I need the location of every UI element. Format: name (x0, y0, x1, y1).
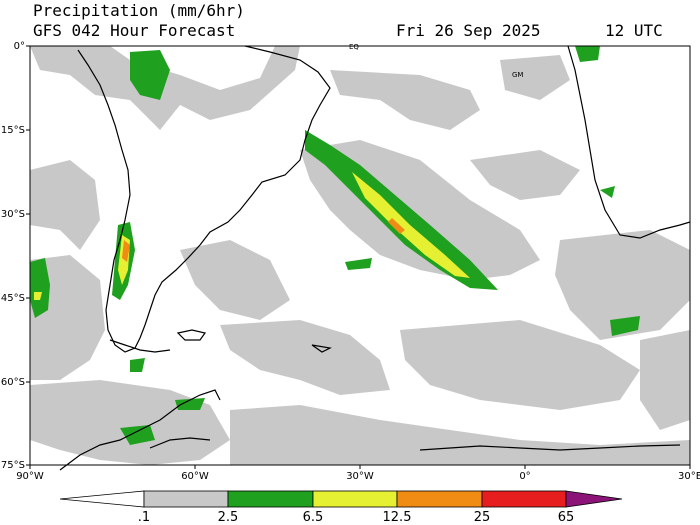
map-title: Precipitation (mm/6hr) (33, 1, 245, 20)
very-heavy-precip-areas (122, 218, 405, 262)
colorbar-tick-0: .1 (138, 510, 150, 525)
valid-date: Fri 26 Sep 2025 (396, 21, 541, 40)
south-georgia-coastline (311, 344, 332, 353)
lat-label-45s: 45°S (1, 293, 25, 304)
south-america-coastline (77, 45, 331, 353)
colorbar-segment-3 (312, 490, 398, 508)
colorbar (59, 490, 623, 508)
lon-label-60w: 60°W (181, 471, 209, 482)
lon-label-30w: 30°W (346, 471, 374, 482)
latitude-axis (26, 45, 30, 466)
lat-label-60s: 60°S (1, 377, 25, 388)
equator-marker: EQ (349, 43, 359, 51)
lon-label-90w: 90°W (16, 471, 44, 482)
colorbar-tick-2: 6.5 (303, 510, 324, 525)
colorbar-tick-5: 65 (558, 510, 575, 525)
lon-label-30e: 30°E (678, 471, 700, 482)
colorbar-segment-2 (227, 490, 314, 508)
colorbar-segment-6 (565, 490, 623, 508)
colorbar-segment-0 (59, 490, 145, 508)
africa-coastline (567, 45, 691, 239)
valid-hour: 12 UTC (605, 21, 663, 40)
colorbar-tick-1: 2.5 (218, 510, 239, 525)
falklands-coastline (176, 329, 207, 341)
greenwich-marker: GM (512, 71, 523, 79)
colorbar-tick-4: 25 (474, 510, 491, 525)
colorbar-tick-3: 12.5 (383, 510, 412, 525)
lat-label-0: 0° (14, 41, 25, 52)
colorbar-segment-5 (481, 490, 567, 508)
longitude-axis (29, 465, 691, 469)
colorbar-segment-1 (143, 490, 229, 508)
lon-label-0: 0° (519, 471, 530, 482)
lat-label-75s: 75°S (1, 460, 25, 471)
tierra-del-fuego-coastline (109, 339, 171, 353)
colorbar-segment-4 (396, 490, 483, 508)
antarctica-coastline (59, 389, 681, 471)
coastlines (59, 45, 691, 471)
lat-label-15s: 15°S (1, 125, 25, 136)
lat-label-30s: 30°S (1, 209, 25, 220)
map-subtitle: GFS 042 Hour Forecast (33, 21, 236, 40)
moderate-precip-areas (30, 46, 640, 445)
